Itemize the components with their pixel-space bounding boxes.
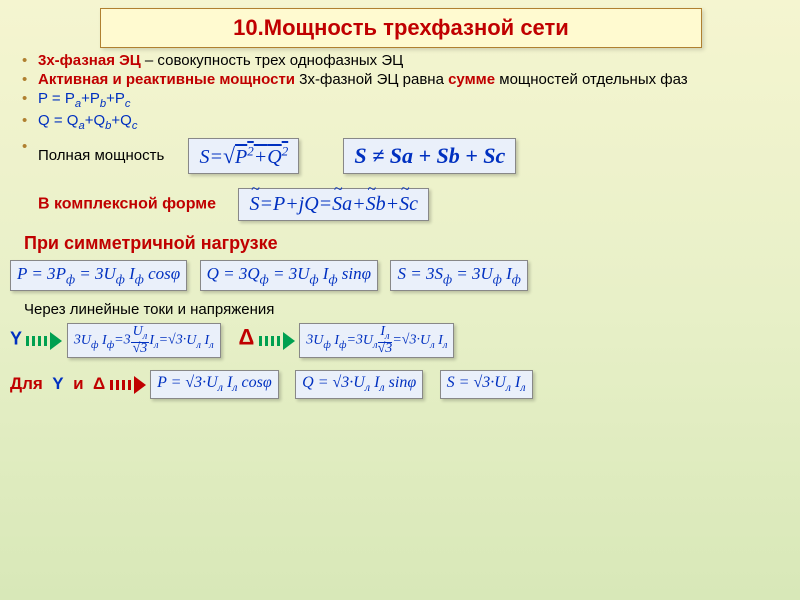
title-text: 10.Мощность трехфазной сети	[233, 15, 569, 40]
p-final-formula: P = √3·Uл Iл cosφ	[150, 370, 279, 399]
complex-formula: S=P+jQ=Sa+Sb+Sc	[238, 188, 429, 221]
q-final-formula: Q = √3·Uл Iл sinφ	[295, 370, 423, 399]
full-power-label: Полная мощность	[38, 147, 164, 164]
y-label: Y	[10, 329, 22, 349]
bullet-2: Активная и реактивные мощности 3х-фазной…	[38, 71, 800, 88]
bullet-5: Полная мощность S=√P2+Q2 S ≠ Sa + Sb + S…	[38, 138, 800, 174]
b2-emph: Активная и реактивные мощности	[38, 71, 295, 88]
yd-row: Y 3Uф Iф=3Uл√3Iл=√3·Uл Iл Δ 3Uф Iф=3UлIл…	[10, 323, 800, 358]
b1-rest: – совокупность трех однофазных ЭЦ	[141, 52, 403, 69]
slide-title: 10.Мощность трехфазной сети	[100, 8, 702, 48]
arrow-icon	[259, 333, 295, 349]
complex-row: В комплексной форме S=P+jQ=Sa+Sb+Sc	[38, 188, 800, 221]
y-formula: 3Uф Iф=3Uл√3Iл=√3·Uл Iл	[67, 323, 221, 358]
delta-label: Δ	[239, 325, 255, 350]
q-sum-formula: Q = Qa+Qb+Qc	[38, 112, 137, 129]
bullet-1: 3х-фазная ЭЦ – совокупность трех однофаз…	[38, 52, 800, 69]
content-area: 3х-фазная ЭЦ – совокупность трех однофаз…	[0, 50, 800, 399]
final-label: Для Y и Δ	[10, 374, 105, 393]
s-sym-formula: S = 3Sф = 3Uф Iф	[390, 260, 527, 291]
final-row: Для Y и Δ P = √3·Uл Iл cosφ Q = √3·Uл Iл…	[10, 370, 800, 399]
p-sum-formula: P = Pa+Pb+Pc	[38, 90, 131, 107]
s-neq-formula: S ≠ Sa + Sb + Sc	[343, 138, 516, 174]
b2-mid: 3х-фазной ЭЦ равна	[295, 71, 448, 88]
q-sym-formula: Q = 3Qф = 3Uф Iф sinφ	[200, 260, 378, 291]
linear-label-row: Через линейные токи и напряжения	[24, 301, 800, 319]
arrow-icon	[110, 377, 146, 393]
d-formula: 3Uф Iф=3UлIл√3=√3·Uл Iл	[299, 323, 454, 358]
sym-label-row: При симметричной нагрузке	[24, 233, 800, 254]
bullet-4: Q = Qa+Qb+Qc	[38, 112, 800, 132]
b1-emph: 3х-фазная ЭЦ	[38, 52, 141, 69]
arrow-icon	[26, 333, 62, 349]
s-root-formula: S=√P2+Q2	[188, 138, 299, 174]
p-sym-formula: P = 3Pф = 3Uф Iф cosφ	[10, 260, 187, 291]
sym-label: При симметричной нагрузке	[24, 233, 278, 253]
sym-formulas-row: P = 3Pф = 3Uф Iф cosφ Q = 3Qф = 3Uф Iф s…	[10, 260, 800, 291]
complex-label: В комплексной форме	[38, 196, 216, 213]
b2-rest: мощностей отдельных фаз	[495, 71, 688, 88]
linear-label: Через линейные токи и напряжения	[24, 301, 274, 318]
b2-sum: сумме	[448, 71, 495, 88]
s-final-formula: S = √3·Uл Iл	[440, 370, 533, 399]
bullet-3: P = Pa+Pb+Pc	[38, 90, 800, 110]
